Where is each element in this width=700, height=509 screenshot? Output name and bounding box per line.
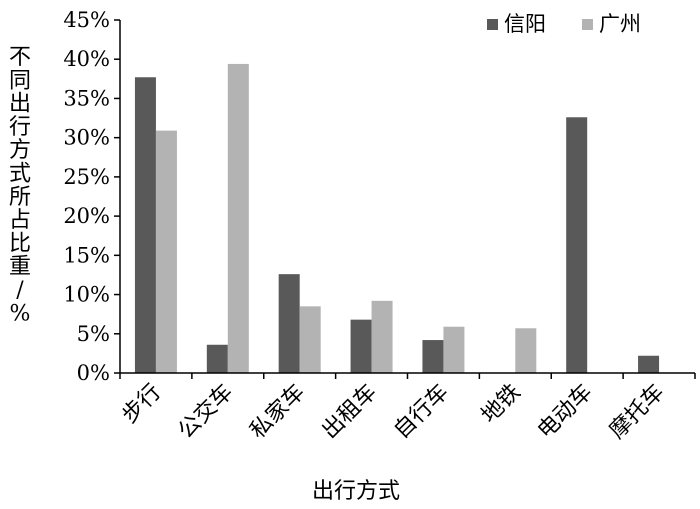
x-axis-title: 出行方式 [312,479,400,504]
bar-guangzhou [155,130,177,373]
y-tick-label: 10% [63,283,110,307]
bar-xinyang [350,319,372,373]
legend-label: 信阳 [504,12,546,36]
bar-guangzhou [443,326,465,373]
y-tick-label: 25% [63,165,110,189]
x-tick-label: 步行 [117,380,166,429]
x-tick-label: 摩托车 [605,380,669,444]
y-tick-label: 45% [63,8,110,32]
legend: 信阳 广州 [487,12,641,36]
bar-xinyang [566,117,588,373]
bar-xinyang [422,340,444,373]
legend-label: 广州 [599,12,641,36]
y-tick-label: 20% [63,204,110,228]
x-tick-label: 自行车 [389,380,453,444]
bar-guangzhou [515,328,537,373]
bar-xinyang [206,344,228,373]
x-tick-label: 地铁 [477,380,526,429]
bar-guangzhou [299,306,321,373]
legend-swatch [487,19,498,30]
bar-xinyang [278,274,300,373]
x-tick-label: 出租车 [317,380,381,444]
bar-xinyang [638,355,660,373]
y-tick-label: 15% [63,243,110,267]
y-tick-label: 5% [77,322,110,346]
y-tick-label: 40% [63,47,110,71]
bar-xinyang [134,77,156,374]
y-axis-title: 不同出行方式所占比重/% [9,45,31,326]
x-tick-label: 公交车 [174,380,238,444]
x-tick-label: 私家车 [246,380,310,444]
x-tick-label: 电动车 [533,380,597,444]
y-tick-label: 35% [63,86,110,110]
bar-guangzhou [371,300,393,373]
y-tick-label: 0% [77,361,110,385]
bars-layer [134,63,660,374]
y-tick-label: 30% [63,126,110,150]
legend-swatch [582,19,593,30]
bar-guangzhou [227,63,249,373]
